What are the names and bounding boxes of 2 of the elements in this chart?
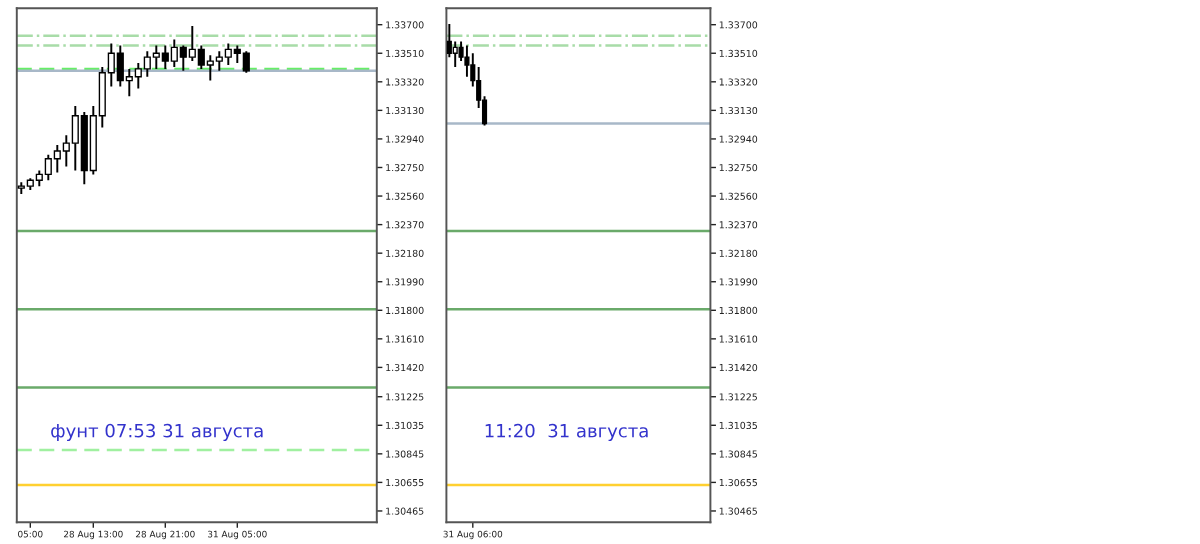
annotation: фунт 07:53 31 августа	[51, 423, 263, 442]
annotation: 11:20 31 августа	[485, 423, 648, 442]
